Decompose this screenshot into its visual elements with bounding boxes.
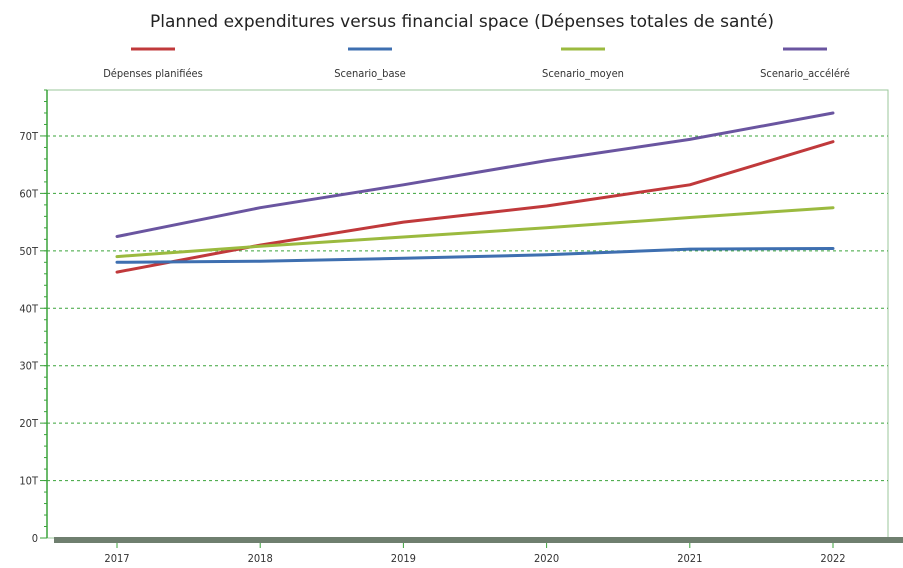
legend: Dépenses planifiées Scenario_base Scenario…	[103, 47, 850, 80]
series-line-scenario-base	[115, 247, 835, 264]
y-tick-label: 20T	[19, 417, 39, 430]
x-tick-label: 2021	[677, 552, 702, 565]
plot-area: 0 10T 20T 30T 40T 50T 60T 70T 2017 2018 2019 2020 20…	[19, 89, 903, 565]
x-tick-label: 2019	[391, 552, 416, 565]
y-tick-label: 70T	[19, 130, 39, 143]
x-tick-label: 2017	[104, 552, 129, 565]
series-line-scenario-acc-l-r	[115, 111, 835, 238]
y-tick-label: 30T	[19, 360, 39, 373]
legend-label-scenario-base: Scenario_base	[334, 67, 406, 80]
x-tick-label: 2018	[248, 552, 273, 565]
series-line-scenario-moyen	[115, 206, 835, 259]
x-axis-bar	[54, 537, 903, 543]
y-tick-label: 0	[32, 532, 38, 545]
y-tick-label: 10T	[19, 475, 39, 488]
legend-label-scenario-moyen: Scenario_moyen	[542, 67, 624, 80]
series-line-d-penses-planifi-es	[115, 140, 835, 274]
chart-title: Planned expenditures versus financial sp…	[150, 12, 774, 32]
x-tick-label: 2020	[534, 552, 559, 565]
y-tick-label: 60T	[19, 187, 39, 200]
legend-label-d-penses-planifi-es: Dépenses planifiées	[103, 67, 203, 80]
x-tick-label: 2022	[820, 552, 845, 565]
legend-label-scenario-acc-l-r: Scenario_accéléré	[760, 67, 850, 80]
plot-border	[46, 89, 889, 539]
y-tick-label: 40T	[19, 302, 39, 315]
y-tick-label: 50T	[19, 245, 39, 258]
